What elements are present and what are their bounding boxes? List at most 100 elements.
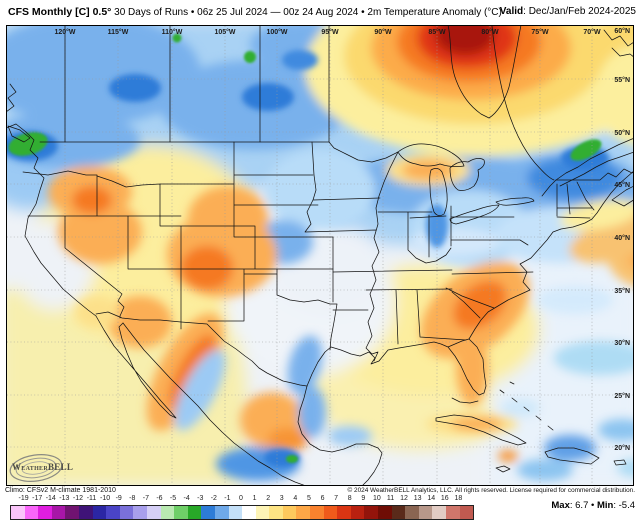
colorbar-segment bbox=[269, 506, 283, 519]
colorbar-tick-label: -11 bbox=[86, 495, 97, 502]
colorbar-segment bbox=[337, 506, 351, 519]
colorbar-tick-label: 4 bbox=[293, 495, 298, 502]
colorbar-tick-label: -1 bbox=[224, 495, 231, 502]
colorbar-tick-label: 18 bbox=[454, 495, 463, 502]
colorbar-segment bbox=[405, 506, 419, 519]
geo-borders bbox=[7, 26, 633, 486]
colorbar-segment bbox=[350, 506, 365, 519]
colorbar-segment bbox=[51, 506, 66, 519]
min-value: : -5.4 bbox=[613, 500, 635, 511]
colorbar-tick-label: -5 bbox=[169, 495, 177, 502]
lon-label: 100°W bbox=[266, 28, 287, 36]
cuba bbox=[435, 414, 527, 446]
lat-label: 40°N bbox=[614, 234, 630, 242]
us-canada-border bbox=[39, 141, 633, 197]
colorbar-segment bbox=[255, 506, 270, 519]
colorbar-tick-label: 11 bbox=[386, 495, 395, 502]
colorbar-tick-label: 2 bbox=[266, 495, 271, 502]
gulf-coastline bbox=[306, 338, 487, 396]
colorbar-segment bbox=[432, 506, 446, 519]
lat-label: 35°N bbox=[614, 287, 630, 295]
colorbar-tick-label: 1 bbox=[252, 495, 257, 502]
james-bay bbox=[447, 26, 522, 119]
colorbar-tick-label: -17 bbox=[32, 495, 43, 502]
lat-label: 60°N bbox=[614, 27, 630, 35]
colorbar-segment bbox=[174, 506, 188, 519]
map-frame bbox=[6, 25, 634, 486]
colorbar-segment bbox=[296, 506, 311, 519]
colorbar-tick-label: 12 bbox=[400, 495, 408, 502]
nova-scotia bbox=[611, 186, 633, 207]
logo-swirl bbox=[9, 454, 63, 482]
colorbar-tick-label: 3 bbox=[279, 495, 284, 502]
valid-time: Valid: Dec/Jan/Feb 2024-2025 bbox=[499, 6, 636, 17]
max-min-stats: Max: 6.7 • Min: -5.4 bbox=[551, 500, 635, 511]
latitude-labels: 60°N 55°N 50°N 45°N 40°N 35°N 30°N 25°N 20°N bbox=[614, 27, 630, 452]
puerto-rico bbox=[613, 459, 627, 466]
lon-label: 90°W bbox=[374, 28, 392, 36]
colorbar-segment bbox=[228, 506, 243, 519]
labrador-coast bbox=[603, 29, 633, 57]
lon-label: 85°W bbox=[428, 28, 446, 36]
header: CFS Monthly [C] 0.5° 30 Days of Runs • 0… bbox=[0, 0, 640, 25]
lake-michigan bbox=[429, 168, 448, 216]
western-state-borders bbox=[22, 141, 338, 351]
lat-label: 25°N bbox=[614, 392, 630, 400]
colorbar-tick-label: 0 bbox=[239, 495, 243, 502]
colorbar-segment bbox=[65, 506, 79, 519]
colorbar-segment bbox=[106, 506, 120, 519]
central-state-borders bbox=[304, 141, 534, 362]
colorbar-tick-label: -7 bbox=[142, 495, 149, 502]
colorbar-segment bbox=[242, 506, 256, 519]
baja-peninsula bbox=[95, 315, 177, 419]
bc-inlets bbox=[7, 83, 17, 112]
canadian-province-borders bbox=[64, 26, 330, 143]
lon-label: 95°W bbox=[321, 28, 339, 36]
lon-label: 120°W bbox=[54, 28, 75, 36]
us-mexico-border bbox=[95, 311, 308, 387]
longitude-labels: 120°W 115°W 110°W 105°W 100°W 95°W 90°W 85°W 80°… bbox=[54, 28, 601, 36]
pacific-coastline bbox=[7, 123, 97, 317]
colorbar-segment bbox=[160, 506, 175, 519]
lat-label: 55°N bbox=[614, 76, 630, 84]
lat-label: 50°N bbox=[614, 129, 630, 137]
colorbar-tick-label: -12 bbox=[72, 495, 83, 502]
stats-separator: • bbox=[588, 500, 597, 511]
lon-label: 75°W bbox=[531, 28, 549, 36]
jamaica bbox=[495, 465, 511, 473]
colorbar-segment bbox=[446, 506, 460, 519]
colorbar-tick-label: -9 bbox=[115, 495, 122, 502]
colorbar-segment bbox=[378, 506, 392, 519]
vancouver-island bbox=[7, 125, 31, 143]
colorbar-tick-label: -19 bbox=[18, 495, 29, 502]
min-label: Min bbox=[596, 500, 614, 511]
max-label: Max bbox=[551, 500, 570, 511]
colorbar-segment bbox=[214, 506, 229, 519]
colorbar-tick-label: -8 bbox=[129, 495, 136, 502]
colorbar-segment bbox=[459, 506, 474, 519]
colorbar-segment bbox=[146, 506, 161, 519]
colorbar-tick-label: -10 bbox=[100, 495, 111, 502]
colorbar-tick-label: 13 bbox=[413, 495, 422, 502]
lon-label: 110°W bbox=[162, 28, 183, 36]
map-title-detail: 30 Days of Runs • 06z 25 Jul 2024 — 00z … bbox=[111, 7, 502, 18]
weatherbell-logo: WeatherBELL bbox=[6, 450, 78, 486]
lat-label: 20°N bbox=[614, 444, 630, 452]
map-title-product: CFS Monthly [C] 0.5° bbox=[8, 6, 112, 18]
colorbar-tick-label: 10 bbox=[372, 495, 381, 502]
lake-huron bbox=[449, 158, 485, 191]
mexico-west-coast bbox=[122, 322, 306, 486]
colorbar-segment bbox=[418, 506, 433, 519]
colorbar-tick-label: -4 bbox=[183, 495, 190, 502]
lake-superior bbox=[397, 143, 465, 168]
colorbar: -19 -17 -14 -13 -12 -11 -10 -9 -8 -7 -6 -5 -4 -3 -2 -1 0… bbox=[10, 495, 474, 521]
colorbar-segment bbox=[119, 506, 134, 519]
florida-keys bbox=[451, 397, 479, 404]
cold-extreme-green-spots bbox=[8, 33, 602, 463]
colorbar-tick-label: -3 bbox=[197, 495, 204, 502]
lat-label: 30°N bbox=[614, 339, 630, 347]
colorbar-tick-label: 14 bbox=[427, 495, 436, 502]
colorbar-tick-label: -13 bbox=[59, 495, 70, 502]
max-value: : 6.7 bbox=[569, 500, 589, 511]
colorbar-segment bbox=[92, 506, 107, 519]
